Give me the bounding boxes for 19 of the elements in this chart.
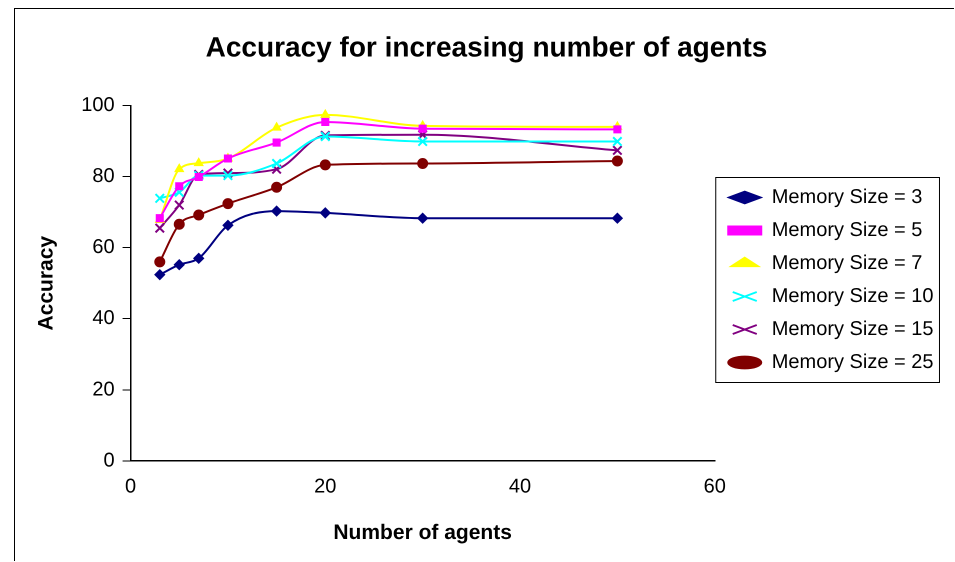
x-axis-title: Number of agents [333, 521, 512, 544]
legend-label: Memory Size = 15 [772, 318, 934, 340]
legend-label: Memory Size = 10 [772, 285, 934, 308]
x-tick-label: 20 [314, 475, 336, 498]
y-tick-label: 80 [92, 165, 115, 188]
x-tick-label: 40 [508, 475, 532, 498]
y-axis-title: Accuracy [34, 236, 58, 330]
legend-label: Memory Size = 5 [772, 219, 922, 242]
chart-title: Accuracy for increasing number of agents [206, 32, 768, 63]
y-tick-label: 40 [92, 307, 115, 330]
legend-label: Memory Size = 7 [772, 252, 922, 274]
legend-label: Memory Size = 3 [772, 186, 922, 208]
x-tick-label: 0 [125, 475, 136, 498]
y-tick-label: 0 [103, 449, 115, 472]
x-tick-label: 60 [704, 475, 726, 498]
y-tick-label: 20 [92, 378, 115, 400]
y-tick-label: 60 [92, 236, 115, 258]
y-tick-label: 100 [81, 94, 115, 116]
legend-label: Memory Size = 25 [772, 351, 934, 374]
